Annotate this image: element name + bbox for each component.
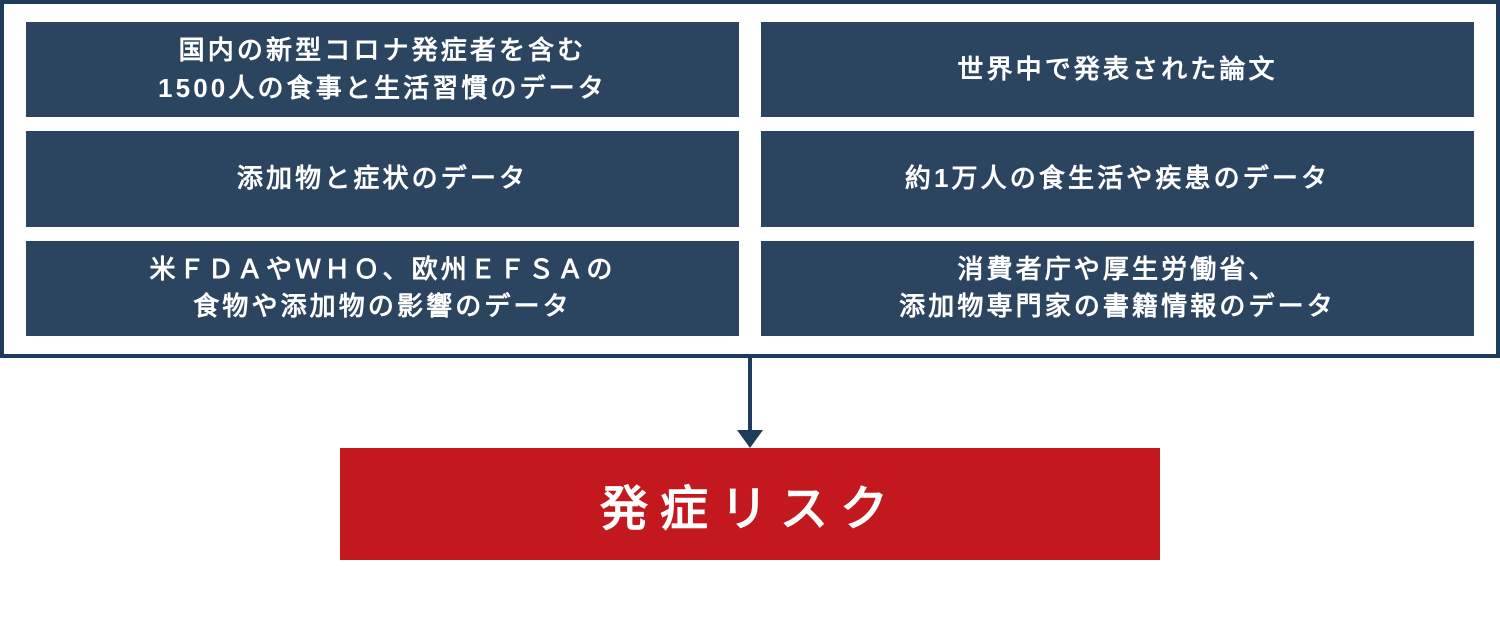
source-cell-4: 約1万人の食生活や疾患のデータ — [761, 131, 1474, 226]
source-cell-3: 添加物と症状のデータ — [26, 131, 739, 226]
cell-text: 添加物と症状のデータ — [237, 160, 528, 198]
arrow-down-icon — [737, 358, 763, 448]
source-cell-6: 消費者庁や厚生労働省、 添加物専門家の書籍情報のデータ — [761, 241, 1474, 336]
cell-text: 国内の新型コロナ発症者を含む 1500人の食事と生活習慣のデータ — [158, 32, 607, 107]
result-wrap: 発症リスク — [0, 448, 1500, 560]
arrow-down — [737, 358, 763, 448]
source-cell-1: 国内の新型コロナ発症者を含む 1500人の食事と生活習慣のデータ — [26, 22, 739, 117]
source-frame: 国内の新型コロナ発症者を含む 1500人の食事と生活習慣のデータ 世界中で発表さ… — [0, 0, 1500, 358]
result-label: 発症リスク — [600, 469, 900, 539]
source-cell-5: 米ＦＤＡやＷＨＯ、欧州ＥＦＳＡの 食物や添加物の影響のデータ — [26, 241, 739, 336]
cell-text: 米ＦＤＡやＷＨＯ、欧州ＥＦＳＡの 食物や添加物の影響のデータ — [150, 251, 616, 326]
cell-text: 約1万人の食生活や疾患のデータ — [905, 160, 1330, 198]
cell-text: 消費者庁や厚生労働省、 添加物専門家の書籍情報のデータ — [899, 251, 1336, 326]
source-cell-2: 世界中で発表された論文 — [761, 22, 1474, 117]
cell-text: 世界中で発表された論文 — [957, 51, 1277, 89]
result-box: 発症リスク — [340, 448, 1160, 560]
